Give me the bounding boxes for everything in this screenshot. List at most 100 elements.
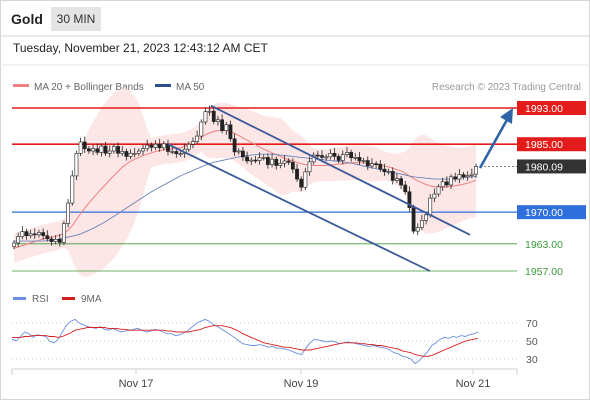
candle-body: [57, 239, 62, 243]
candle: [245, 151, 249, 164]
ma20-legend-swatch: [13, 84, 29, 87]
candle: [374, 160, 379, 169]
candle-body: [207, 110, 212, 113]
candle-body: [332, 152, 337, 157]
candle-body: [37, 232, 41, 236]
candle: [332, 147, 337, 161]
level-label-1993.00: 1993.00: [525, 103, 563, 115]
candle-body: [261, 157, 266, 159]
candle-body: [45, 235, 50, 240]
candle-body: [24, 231, 29, 236]
candle: [257, 152, 262, 165]
rsi-ma-legend-label: 9MA: [81, 294, 102, 305]
candle-body: [103, 145, 108, 154]
candle-body: [395, 178, 399, 181]
candle: [199, 119, 204, 141]
candle: [107, 145, 112, 158]
candle-body: [95, 148, 100, 153]
candle: [57, 233, 62, 247]
candle-body: [178, 153, 183, 156]
candle: [286, 158, 291, 166]
candle: [303, 167, 308, 190]
candle: [78, 137, 83, 156]
candle-body: [449, 176, 453, 186]
candle: [66, 199, 71, 228]
candle-body: [195, 135, 200, 142]
level-badge-1985.00: [517, 137, 586, 152]
candle: [186, 141, 191, 152]
candle-body: [361, 160, 366, 162]
candle: [37, 229, 41, 238]
candlesticks: [12, 105, 478, 250]
candle-body: [111, 146, 116, 152]
candle: [203, 107, 208, 125]
candle: [228, 120, 233, 142]
timestamp: Tuesday, November 21, 2023 12:43:12 AM C…: [13, 41, 268, 55]
candle-body: [399, 178, 403, 186]
rsi-legend: RSI 9MA: [13, 294, 102, 305]
candle: [274, 156, 279, 170]
candle-body: [386, 171, 391, 173]
candle: [253, 155, 258, 164]
candle: [49, 236, 54, 246]
level-label-1957.00: 1957.00: [525, 266, 563, 278]
candle: [145, 139, 150, 152]
candle: [24, 228, 29, 240]
candle: [236, 148, 241, 155]
candle-body: [161, 143, 166, 149]
ma50-legend-label: MA 50: [176, 82, 205, 93]
channel-lower-line: [167, 143, 431, 272]
candle: [32, 228, 37, 239]
ma50-line: [14, 153, 477, 242]
rsi-tick-50: 50: [526, 336, 538, 348]
candle: [465, 171, 470, 181]
candle: [166, 139, 170, 156]
candle: [424, 212, 428, 225]
candle: [336, 153, 341, 164]
candle: [211, 108, 216, 125]
candle: [74, 150, 79, 180]
candle: [357, 151, 362, 166]
candle-body: [461, 174, 466, 178]
candle-body: [436, 186, 441, 195]
timeframe-button[interactable]: 30 MIN: [51, 7, 101, 31]
candle: [278, 159, 283, 169]
candle: [207, 105, 212, 116]
rsi-line: [11, 318, 479, 365]
candle-body: [295, 168, 299, 180]
candle-body: [424, 214, 428, 221]
candle: [444, 176, 449, 188]
candle-body: [315, 154, 320, 157]
candle: [390, 167, 395, 185]
candle-body: [370, 163, 374, 167]
candle-body: [286, 160, 291, 163]
candle-body: [174, 151, 179, 155]
candle-body: [224, 124, 229, 131]
candle-body: [41, 232, 46, 236]
candle: [345, 146, 349, 158]
candle-body: [440, 181, 445, 188]
ma20-line: [13, 129, 477, 249]
candle-body: [66, 202, 71, 224]
candle-body: [382, 168, 387, 173]
candle: [370, 158, 374, 169]
candle: [220, 114, 225, 134]
candle: [153, 140, 158, 151]
candle: [461, 171, 466, 180]
candle-body: [453, 176, 458, 180]
candle: [136, 148, 141, 156]
channel-upper-line: [210, 104, 471, 236]
x-tick-label: Nov 17: [119, 378, 154, 390]
candle: [299, 176, 304, 192]
candle-body: [166, 143, 170, 152]
price-legend: MA 20 + Bollinger Bands MA 50 Research ©…: [13, 82, 581, 93]
candle-body: [419, 219, 424, 228]
candle: [141, 144, 145, 156]
level-label-1963.00: 1963.00: [525, 239, 563, 251]
candle-body: [245, 156, 249, 162]
candle: [191, 137, 195, 149]
candle-body: [70, 175, 75, 204]
level-label-1980.09: 1980.09: [525, 161, 563, 173]
candle: [91, 144, 95, 156]
